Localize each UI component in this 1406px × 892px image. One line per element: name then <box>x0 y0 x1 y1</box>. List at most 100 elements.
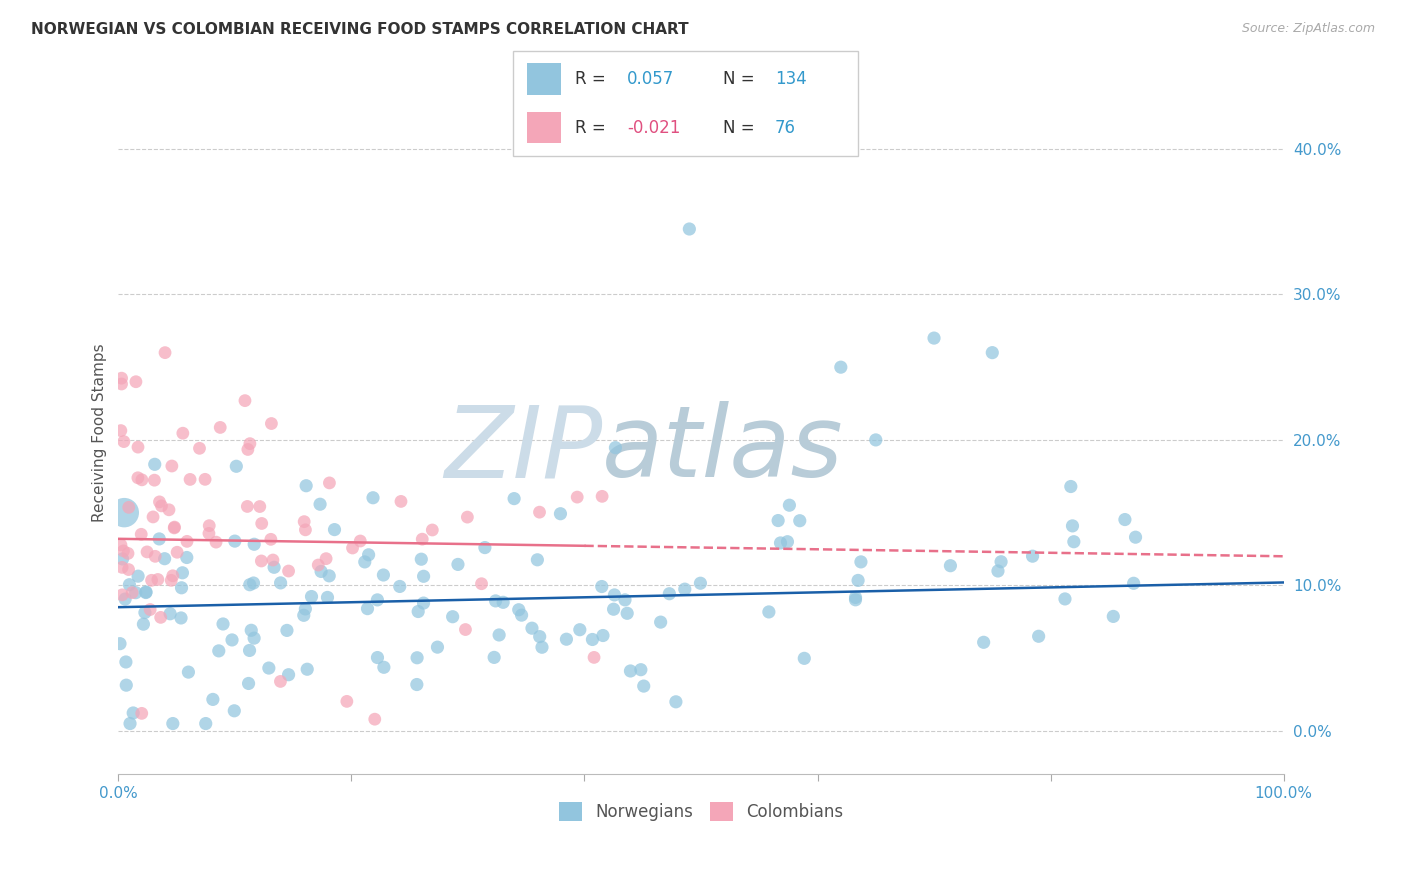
Point <box>510 608 533 623</box>
Point <box>301 590 323 604</box>
Point <box>405 677 427 691</box>
Point <box>242 576 264 591</box>
Point <box>224 704 246 718</box>
Point <box>357 548 380 562</box>
Point <box>188 442 211 456</box>
Point <box>194 716 217 731</box>
Point <box>602 602 624 616</box>
Point <box>922 331 945 345</box>
Point <box>1114 512 1136 526</box>
Point <box>236 500 259 514</box>
Point <box>456 510 478 524</box>
Point <box>148 532 170 546</box>
Point <box>112 434 135 449</box>
Point <box>118 500 141 515</box>
Point <box>179 472 201 486</box>
Point <box>411 552 433 566</box>
Point <box>269 674 291 689</box>
Point <box>111 560 134 574</box>
Point <box>389 494 412 508</box>
FancyBboxPatch shape <box>527 112 561 144</box>
Text: ZIP: ZIP <box>444 401 602 499</box>
Point <box>233 393 256 408</box>
Point <box>616 607 638 621</box>
Point <box>135 585 157 599</box>
Point <box>148 495 170 509</box>
Point <box>163 520 186 534</box>
Point <box>1063 534 1085 549</box>
Point <box>108 637 131 651</box>
Point <box>115 655 138 669</box>
Point <box>162 569 184 583</box>
Point <box>665 695 688 709</box>
Point <box>260 533 283 547</box>
Point <box>294 602 316 616</box>
Point <box>447 558 470 572</box>
Point <box>117 563 139 577</box>
Point <box>121 585 143 599</box>
Point <box>766 514 789 528</box>
Point <box>143 458 166 472</box>
Point <box>225 459 247 474</box>
Point <box>209 420 232 434</box>
Point <box>125 375 148 389</box>
Point <box>844 592 866 607</box>
Point <box>678 222 700 236</box>
Point <box>122 706 145 720</box>
Point <box>364 712 387 726</box>
Point <box>769 536 792 550</box>
Point <box>163 521 186 535</box>
Point <box>529 505 551 519</box>
Point <box>125 585 148 599</box>
Point <box>127 471 149 485</box>
Point <box>849 555 872 569</box>
Point <box>373 568 395 582</box>
Point <box>159 607 181 621</box>
Point <box>110 371 132 385</box>
Point <box>221 632 243 647</box>
Text: N =: N = <box>723 119 755 136</box>
Point <box>846 574 869 588</box>
Point <box>633 679 655 693</box>
Y-axis label: Receiving Food Stamps: Receiving Food Stamps <box>93 343 107 522</box>
Point <box>160 458 183 473</box>
Point <box>353 555 375 569</box>
Point <box>139 602 162 616</box>
Point <box>1060 479 1083 493</box>
Point <box>778 498 800 512</box>
Point <box>673 582 696 596</box>
Point <box>366 650 388 665</box>
Point <box>373 660 395 674</box>
Point <box>153 551 176 566</box>
Point <box>307 558 329 572</box>
Point <box>238 643 260 657</box>
Point <box>614 592 637 607</box>
Point <box>162 716 184 731</box>
Point <box>262 553 284 567</box>
Text: R =: R = <box>575 70 606 88</box>
Point <box>830 360 852 375</box>
Point <box>249 500 271 514</box>
Text: 76: 76 <box>775 119 796 136</box>
Point <box>131 706 153 721</box>
Point <box>160 574 183 588</box>
Point <box>411 532 433 546</box>
Point <box>260 417 283 431</box>
Point <box>342 541 364 555</box>
Point <box>309 497 332 511</box>
FancyBboxPatch shape <box>527 63 561 95</box>
Point <box>170 581 193 595</box>
Point <box>1021 549 1043 564</box>
Legend: Norwegians, Colombians: Norwegians, Colombians <box>551 795 851 828</box>
Point <box>257 661 280 675</box>
Point <box>973 635 995 649</box>
Point <box>605 441 627 455</box>
Point <box>238 676 260 690</box>
Point <box>349 534 371 549</box>
Point <box>356 601 378 615</box>
Point <box>316 591 339 605</box>
Point <box>114 592 136 607</box>
Point <box>294 523 316 537</box>
Point <box>149 610 172 624</box>
Point <box>520 621 543 635</box>
